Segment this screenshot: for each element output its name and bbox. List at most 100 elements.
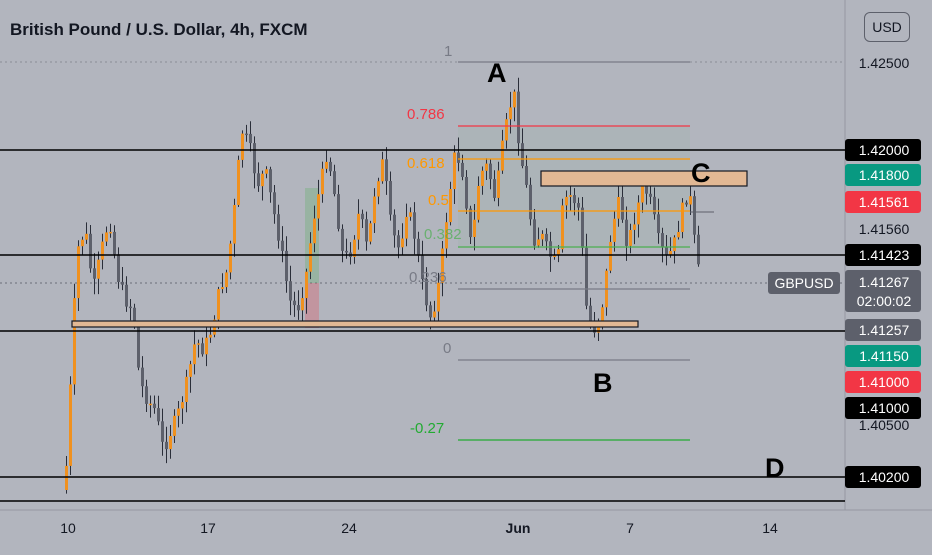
candle-up: [613, 218, 616, 242]
time-tick: Jun: [506, 520, 531, 536]
candle-up: [81, 239, 84, 247]
candle-down: [161, 421, 164, 442]
candle-down: [621, 197, 624, 220]
candle-up: [105, 232, 108, 242]
candle-up: [565, 196, 568, 206]
price-label-141800: 1.41800: [859, 167, 910, 183]
candle-up: [181, 402, 184, 409]
candle-up: [485, 163, 488, 171]
candle-up: [325, 161, 328, 169]
price-label-141257: 1.41257: [859, 322, 910, 338]
resistance-zone-rectangle[interactable]: [540, 170, 748, 187]
candle-up: [541, 233, 544, 240]
candle-down: [577, 203, 580, 208]
price-scale[interactable]: 1.42500 1.40500 1.42000 1.41800 1.41561 …: [768, 55, 921, 488]
candle-up: [209, 334, 212, 338]
candle-up: [101, 241, 104, 260]
candle-down: [593, 323, 596, 333]
candle-down: [273, 192, 276, 215]
price-label-bg: [845, 345, 921, 367]
candle-down: [461, 162, 464, 177]
candle-down: [545, 233, 548, 242]
candle-up: [409, 212, 412, 217]
current-price-label: 1.41267: [859, 274, 910, 290]
candle-up: [241, 133, 244, 160]
candle-up: [265, 169, 268, 174]
candle-down: [345, 250, 348, 253]
candle-up: [149, 403, 152, 406]
candle-down: [201, 343, 204, 355]
candle-up: [233, 205, 236, 244]
candle-down: [457, 152, 460, 163]
candle-down: [249, 133, 252, 144]
candle-up: [377, 181, 380, 197]
chart-title: British Pound / U.S. Dollar, 4h, FXCM: [10, 20, 308, 39]
price-label-bg: [845, 191, 921, 213]
candle-up: [405, 216, 408, 239]
long-position-stop-zone[interactable]: [305, 283, 319, 328]
candle-up: [229, 243, 232, 273]
candle-down: [245, 133, 248, 136]
currency-button[interactable]: USD: [864, 12, 910, 42]
candle-down: [337, 194, 340, 229]
candle-down: [141, 367, 144, 387]
candle-up: [557, 249, 560, 256]
candle-up: [569, 195, 572, 197]
candle-down: [469, 208, 472, 238]
candle-down: [89, 233, 92, 269]
candle-up: [321, 168, 324, 195]
long-position-target-zone[interactable]: [305, 188, 319, 283]
price-label-142000: 1.42000: [859, 142, 910, 158]
candle-down: [137, 323, 140, 368]
candle-up: [373, 196, 376, 224]
candle-up: [501, 140, 504, 171]
candle-down: [269, 169, 272, 193]
candle-down: [113, 231, 116, 255]
candle-up: [225, 272, 228, 288]
candle-down: [389, 181, 392, 215]
candle-up: [669, 251, 672, 255]
candle-down: [93, 268, 96, 279]
candle-up: [381, 159, 384, 182]
candle-down: [361, 213, 364, 220]
candle-down: [121, 281, 124, 285]
candle-up: [401, 238, 404, 248]
candle-up: [169, 436, 172, 450]
price-label-140200: 1.40200: [859, 469, 910, 485]
candle-up: [305, 271, 308, 299]
price-tick: 1.40500: [859, 417, 910, 433]
candle-down: [625, 219, 628, 246]
candle-down: [157, 408, 160, 422]
candle-down: [393, 214, 396, 236]
candle-up: [561, 205, 564, 250]
candle-down: [293, 300, 296, 306]
candlestick-series: [65, 77, 700, 494]
candle-down: [413, 212, 416, 239]
candle-down: [493, 179, 496, 198]
candle-up: [637, 202, 640, 225]
candle-down: [281, 240, 284, 251]
candle-down: [489, 163, 492, 180]
candle-up: [77, 246, 80, 299]
fib-label-0: 0: [443, 340, 451, 357]
candle-down: [421, 255, 424, 279]
pattern-point-d: D: [765, 453, 785, 483]
candle-down: [145, 386, 148, 404]
candle-up: [481, 170, 484, 186]
price-label-bg: [845, 466, 921, 488]
candle-up: [357, 213, 360, 240]
support-zone-rectangle[interactable]: [71, 320, 639, 328]
candle-up: [509, 107, 512, 120]
candle-up: [617, 197, 620, 219]
bar-countdown-label: 02:00:02: [857, 293, 912, 309]
candle-up: [197, 343, 200, 345]
candle-up: [109, 231, 112, 234]
candle-down: [517, 91, 520, 144]
candle-down: [649, 193, 652, 197]
candle-up: [177, 408, 180, 416]
candle-down: [153, 403, 156, 409]
candle-down: [117, 254, 120, 282]
candle-up: [69, 384, 72, 466]
